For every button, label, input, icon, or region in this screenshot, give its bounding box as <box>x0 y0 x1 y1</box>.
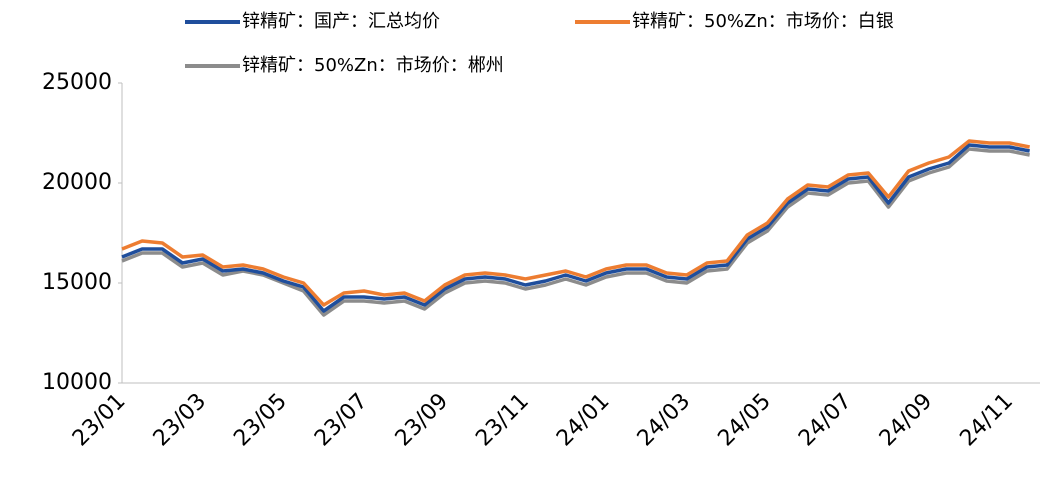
series-line <box>121 147 1030 317</box>
x-tick-label: 23/01 <box>68 389 131 452</box>
x-tick-label: 23/05 <box>229 389 292 452</box>
y-tick-label: 25000 <box>42 70 112 95</box>
legend-label: 锌精矿：国产：汇总均价 <box>242 11 440 32</box>
series-line <box>121 143 1030 313</box>
series-line <box>121 139 1030 307</box>
x-tick-label: 23/11 <box>471 389 534 452</box>
x-tick-label: 24/11 <box>955 389 1018 452</box>
y-tick-label: 10000 <box>42 370 112 395</box>
x-tick-label: 23/03 <box>149 389 212 452</box>
x-tick-label: 24/05 <box>713 389 776 452</box>
x-tick-label: 24/03 <box>633 389 696 452</box>
y-tick-label: 15000 <box>42 270 112 295</box>
x-tick-label: 23/09 <box>391 389 454 452</box>
x-tick-label: 24/01 <box>552 389 615 452</box>
x-tick-label: 24/09 <box>875 389 938 452</box>
legend-label: 锌精矿：50%Zn：市场价：白银 <box>632 11 894 32</box>
x-tick-label: 23/07 <box>310 389 373 452</box>
x-tick-label: 24/07 <box>794 389 857 452</box>
y-tick-label: 20000 <box>42 170 112 195</box>
legend-label: 锌精矿：50%Zn：市场价：郴州 <box>242 55 504 76</box>
